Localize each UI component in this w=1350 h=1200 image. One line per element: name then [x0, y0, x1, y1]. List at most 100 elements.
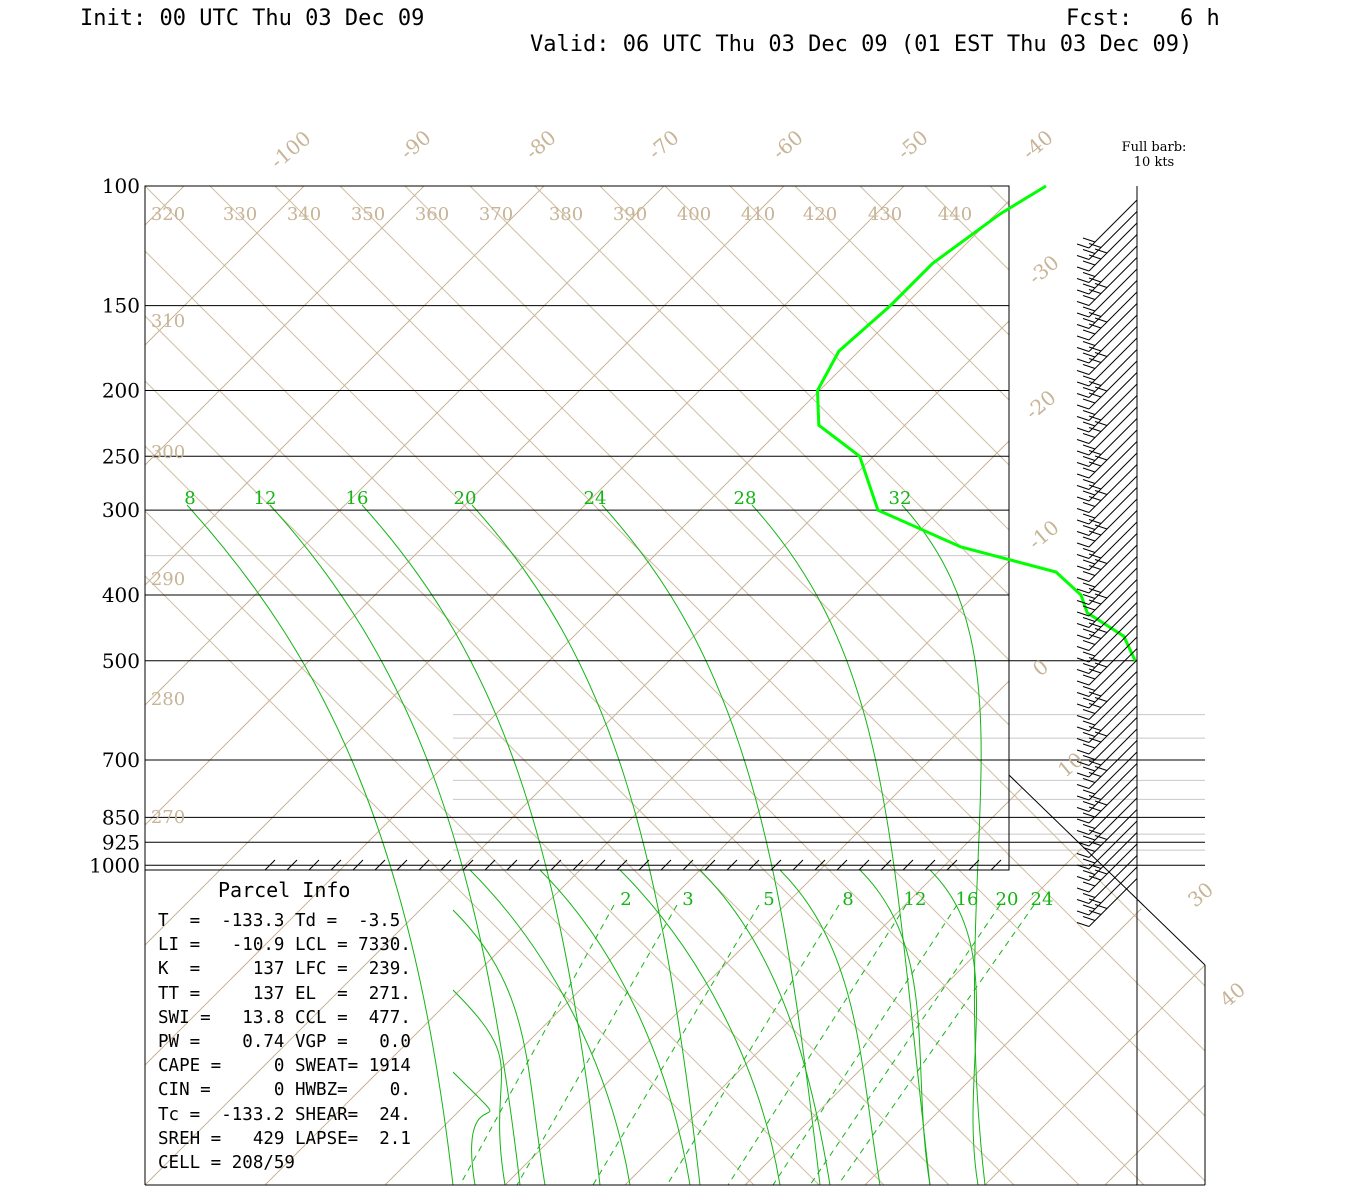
barb-feather — [1082, 881, 1096, 887]
pressure-label: 400 — [102, 583, 140, 607]
wind-barb — [1076, 510, 1138, 559]
barb-feather — [1088, 358, 1102, 363]
parcel-info-title: Parcel Info — [218, 878, 351, 902]
barb-staff — [1088, 579, 1138, 628]
barb-feather — [1088, 323, 1102, 329]
barb-staff — [1088, 717, 1138, 766]
wind-barb — [1076, 786, 1138, 835]
isotherm-line — [744, 186, 1205, 1185]
moist-adiabat-label: 24 — [584, 488, 607, 509]
barb-feather — [1088, 703, 1102, 708]
barb-feather — [1094, 490, 1108, 495]
barb-staff — [1088, 234, 1138, 283]
wind-barb — [1076, 303, 1138, 352]
mixing-ratio-line — [837, 904, 1035, 1185]
isotherm-line — [504, 186, 1205, 1185]
wind-barb — [1076, 878, 1138, 927]
barb-feather — [1082, 801, 1096, 806]
barb-feather — [1082, 398, 1096, 404]
barb-feather — [1076, 761, 1090, 766]
forecast-hour-value: 6 h — [1180, 6, 1220, 31]
barb-feather — [1076, 738, 1090, 743]
wind-barb — [1076, 533, 1138, 582]
barb-feather — [1076, 324, 1090, 329]
dry-adiabat-label: 280 — [151, 689, 185, 710]
wind-barb — [1076, 544, 1138, 594]
mixing-ratio-label: 2 — [620, 889, 631, 910]
barb-feather — [1076, 554, 1090, 559]
wind-barb — [1076, 866, 1138, 916]
isotherm-line — [984, 186, 1205, 1185]
mixing-ratio-group — [459, 904, 1035, 1185]
barb-feather — [1088, 243, 1102, 248]
barb-staff — [1088, 878, 1138, 927]
wind-barb — [1076, 636, 1138, 686]
barb-feather — [1094, 904, 1108, 909]
barb-feather — [1088, 841, 1102, 846]
barb-feather — [1076, 600, 1090, 605]
hatch-tick — [726, 859, 738, 871]
isotherm-label: 10 — [1053, 747, 1088, 782]
wind-barb — [1076, 406, 1138, 456]
hatch-tick — [550, 859, 562, 871]
parcel-info-row: PW = 0.74 VGP = 0.0 — [158, 1032, 411, 1052]
wind-barb — [1076, 222, 1138, 272]
barb-feather — [1076, 358, 1090, 364]
barb-feather — [1082, 617, 1096, 622]
hatch-tick — [264, 859, 276, 871]
barb-feather — [1076, 393, 1090, 398]
dry-adiabat-line — [145, 186, 1081, 1185]
moist-adiabat-line — [619, 870, 781, 1185]
wind-barb — [1076, 774, 1138, 824]
dry-adiabat-line — [274, 186, 1205, 1185]
barb-legend-line1: Full barb: — [1121, 140, 1187, 155]
moist-adiabat-line — [186, 504, 454, 1185]
barb-staff — [1088, 659, 1138, 709]
hatch-tick — [396, 859, 408, 871]
barb-feather — [1088, 346, 1102, 352]
hatch-tick — [528, 859, 540, 871]
hatch-tick — [462, 859, 474, 871]
barb-feather — [1082, 502, 1096, 507]
barb-feather — [1082, 456, 1096, 461]
barb-feather — [1076, 680, 1090, 686]
wind-barb — [1076, 280, 1138, 329]
parcel-info-row: CELL = 208/59 — [158, 1153, 295, 1173]
moist-adiabat-line — [453, 1071, 491, 1185]
moist-adiabat-label: 16 — [346, 488, 369, 509]
barb-feather — [1082, 755, 1096, 760]
dry-adiabat-line — [729, 186, 1205, 1185]
dry-adiabat-label: 420 — [803, 204, 837, 225]
dry-adiabat-line — [209, 186, 1205, 1185]
init-time: Init: 00 UTC Thu 03 Dec 09 — [80, 6, 425, 31]
barb-feather — [1094, 524, 1108, 530]
isotherm-line — [0, 185, 65, 1185]
wind-barb — [1076, 452, 1138, 502]
isotherm-line — [1345, 185, 1350, 1185]
barb-feather — [1082, 318, 1096, 323]
moist-adiabat-line — [929, 870, 979, 1185]
barb-legend: Full barb: 10 kts — [1100, 140, 1208, 170]
upper-frame — [144, 185, 1010, 871]
barb-feather — [1082, 858, 1096, 864]
dry-adiabat-label: 300 — [151, 442, 185, 463]
barb-feather — [1076, 841, 1090, 847]
barb-feather — [1076, 646, 1090, 651]
dry-adiabat-line — [145, 186, 821, 1185]
barb-feather — [1082, 870, 1096, 875]
barb-feather — [1076, 830, 1090, 835]
barb-feather — [1082, 548, 1096, 553]
barb-feather — [1082, 640, 1096, 645]
moist-adiabat-line — [453, 989, 506, 1185]
isotherm-line — [145, 186, 666, 1185]
barb-feather — [1082, 421, 1096, 427]
hatch-tick — [572, 859, 584, 871]
dry-adiabat-label: 360 — [415, 204, 449, 225]
wind-barb — [1076, 556, 1138, 605]
barb-feather — [1082, 329, 1096, 335]
barb-feather — [1088, 726, 1102, 731]
hatch-tick — [836, 859, 848, 871]
barb-feather — [1076, 289, 1090, 295]
barb-feather — [1076, 703, 1090, 709]
dry-adiabat-label: 380 — [549, 204, 583, 225]
